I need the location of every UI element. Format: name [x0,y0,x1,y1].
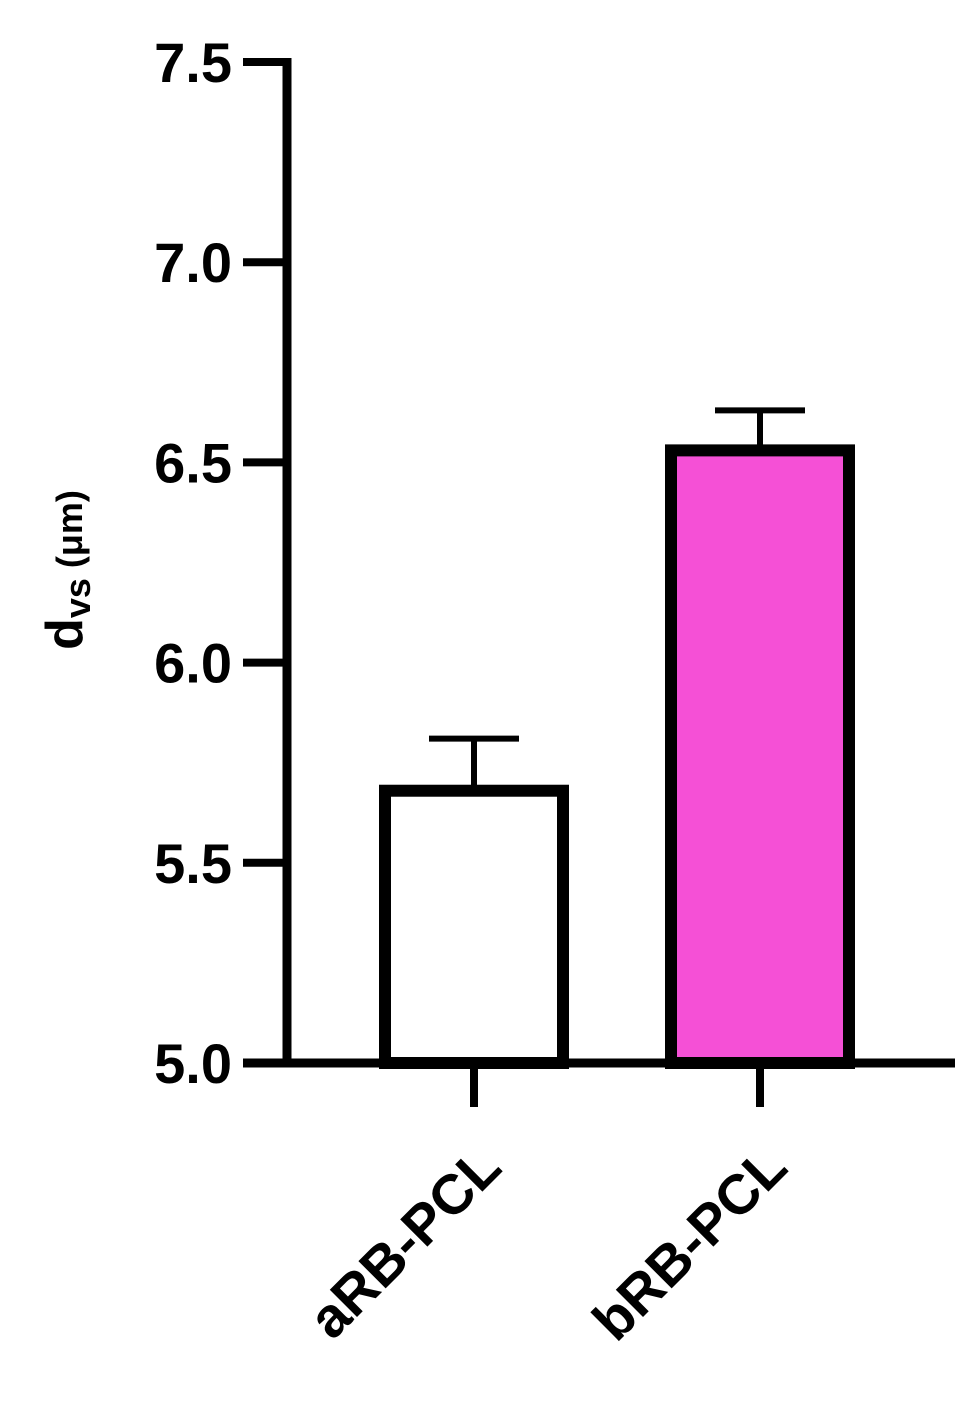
x-tick-label: aRB-PCL [296,1134,512,1350]
y-label-unit: (μm) [49,490,90,568]
y-tick-label: 7.0 [154,231,232,294]
bar [379,784,569,1070]
y-label-main: d [36,618,94,650]
y-tick-label: 5.0 [154,1032,232,1095]
bar [665,444,855,1069]
y-tick-label: 7.5 [154,31,232,94]
y-tick-label: 5.5 [154,832,232,895]
y-label-subscript: vs [57,578,98,618]
y-tick-label: 6.0 [154,632,232,695]
y-tick-label: 6.5 [154,431,232,494]
x-tick-label: bRB-PCL [580,1134,798,1352]
y-axis-label: dvs (μm) [36,490,98,650]
